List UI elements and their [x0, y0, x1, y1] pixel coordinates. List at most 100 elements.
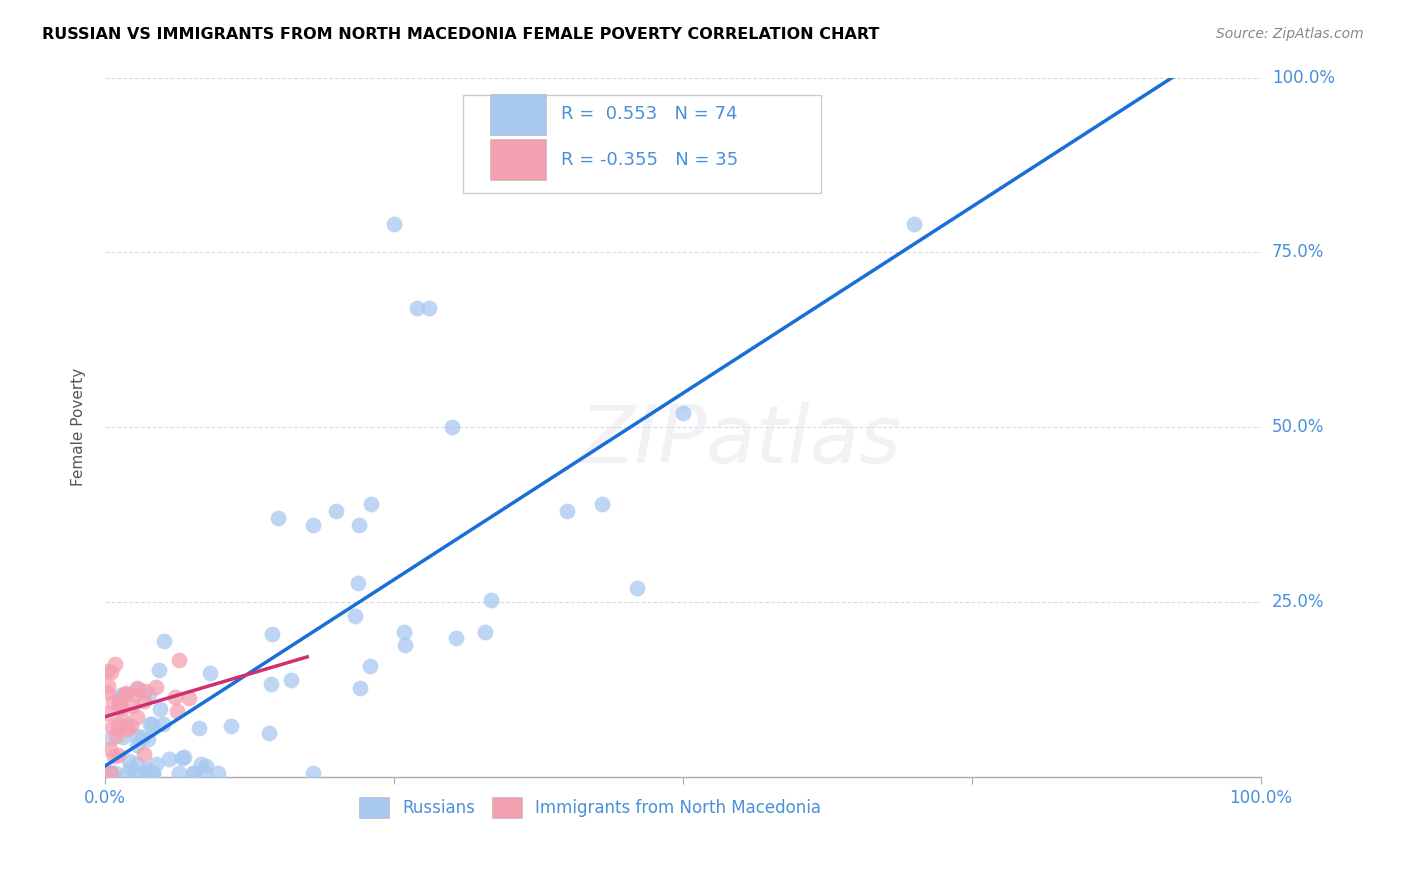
- Point: [127, 710, 149, 724]
- Point: [555, 504, 578, 518]
- Point: [187, 722, 209, 736]
- Point: [394, 638, 416, 652]
- Point: [198, 665, 221, 680]
- Point: [148, 663, 170, 677]
- Point: [104, 657, 127, 672]
- Point: [120, 761, 142, 775]
- Point: [96, 685, 118, 699]
- Point: [444, 631, 467, 645]
- Point: [325, 504, 347, 518]
- Point: [108, 697, 131, 711]
- Point: [114, 687, 136, 701]
- Point: [100, 731, 122, 746]
- Point: [474, 625, 496, 640]
- Text: 100.0%: 100.0%: [1272, 69, 1334, 87]
- Point: [195, 758, 218, 772]
- Point: [117, 754, 139, 768]
- Text: Source: ZipAtlas.com: Source: ZipAtlas.com: [1216, 27, 1364, 41]
- Point: [100, 665, 122, 680]
- Point: [440, 420, 463, 434]
- Point: [382, 218, 405, 232]
- Text: 50.0%: 50.0%: [1272, 418, 1324, 436]
- Point: [181, 766, 204, 780]
- Point: [418, 301, 440, 316]
- Point: [112, 730, 135, 744]
- Point: [125, 738, 148, 752]
- Point: [139, 717, 162, 731]
- Point: [100, 766, 122, 780]
- Text: 25.0%: 25.0%: [1272, 593, 1324, 611]
- Point: [134, 747, 156, 762]
- Point: [125, 756, 148, 771]
- Point: [406, 301, 429, 316]
- FancyBboxPatch shape: [463, 95, 821, 193]
- Point: [259, 726, 281, 740]
- Point: [349, 681, 371, 696]
- Point: [135, 762, 157, 776]
- Point: [219, 718, 242, 732]
- Point: [124, 766, 146, 780]
- Point: [359, 659, 381, 673]
- Point: [105, 729, 128, 743]
- Point: [260, 627, 283, 641]
- Point: [107, 747, 129, 762]
- Point: [626, 581, 648, 595]
- Point: [903, 218, 925, 232]
- Point: [194, 766, 217, 780]
- Point: [107, 716, 129, 731]
- Point: [142, 766, 165, 780]
- Point: [100, 766, 122, 780]
- Text: R =  0.553   N = 74: R = 0.553 N = 74: [561, 105, 738, 123]
- Point: [107, 723, 129, 737]
- Point: [110, 688, 132, 702]
- Y-axis label: Female Poverty: Female Poverty: [72, 368, 86, 486]
- Text: 75.0%: 75.0%: [1272, 244, 1324, 261]
- Point: [190, 756, 212, 771]
- Point: [121, 698, 143, 713]
- Point: [127, 681, 149, 696]
- Point: [127, 681, 149, 695]
- Point: [98, 742, 121, 756]
- Point: [145, 757, 167, 772]
- Point: [149, 702, 172, 716]
- Point: [101, 695, 124, 709]
- Point: [134, 683, 156, 698]
- Point: [127, 729, 149, 743]
- Point: [110, 701, 132, 715]
- Point: [152, 716, 174, 731]
- Point: [394, 624, 416, 639]
- Point: [117, 717, 139, 731]
- Point: [96, 665, 118, 679]
- Point: [131, 730, 153, 744]
- Point: [302, 518, 325, 533]
- Point: [104, 766, 127, 780]
- Point: [97, 680, 120, 694]
- Point: [343, 609, 366, 624]
- Point: [115, 766, 138, 780]
- Point: [115, 722, 138, 736]
- Point: [360, 497, 382, 511]
- Point: [138, 687, 160, 701]
- Point: [166, 705, 188, 719]
- Point: [153, 633, 176, 648]
- Point: [280, 673, 302, 687]
- Text: RUSSIAN VS IMMIGRANTS FROM NORTH MACEDONIA FEMALE POVERTY CORRELATION CHART: RUSSIAN VS IMMIGRANTS FROM NORTH MACEDON…: [42, 27, 880, 42]
- Point: [173, 750, 195, 764]
- Point: [163, 690, 186, 705]
- Point: [167, 653, 190, 667]
- FancyBboxPatch shape: [489, 94, 547, 135]
- Point: [100, 766, 122, 780]
- Point: [111, 689, 134, 703]
- Legend: Russians, Immigrants from North Macedonia: Russians, Immigrants from North Macedoni…: [353, 791, 828, 824]
- Point: [96, 706, 118, 720]
- Point: [260, 677, 283, 691]
- Point: [157, 751, 180, 765]
- Point: [111, 712, 134, 726]
- Point: [136, 732, 159, 747]
- Point: [672, 406, 695, 420]
- Point: [103, 748, 125, 763]
- Point: [169, 766, 191, 780]
- Point: [183, 766, 205, 780]
- Point: [145, 681, 167, 695]
- Point: [479, 592, 502, 607]
